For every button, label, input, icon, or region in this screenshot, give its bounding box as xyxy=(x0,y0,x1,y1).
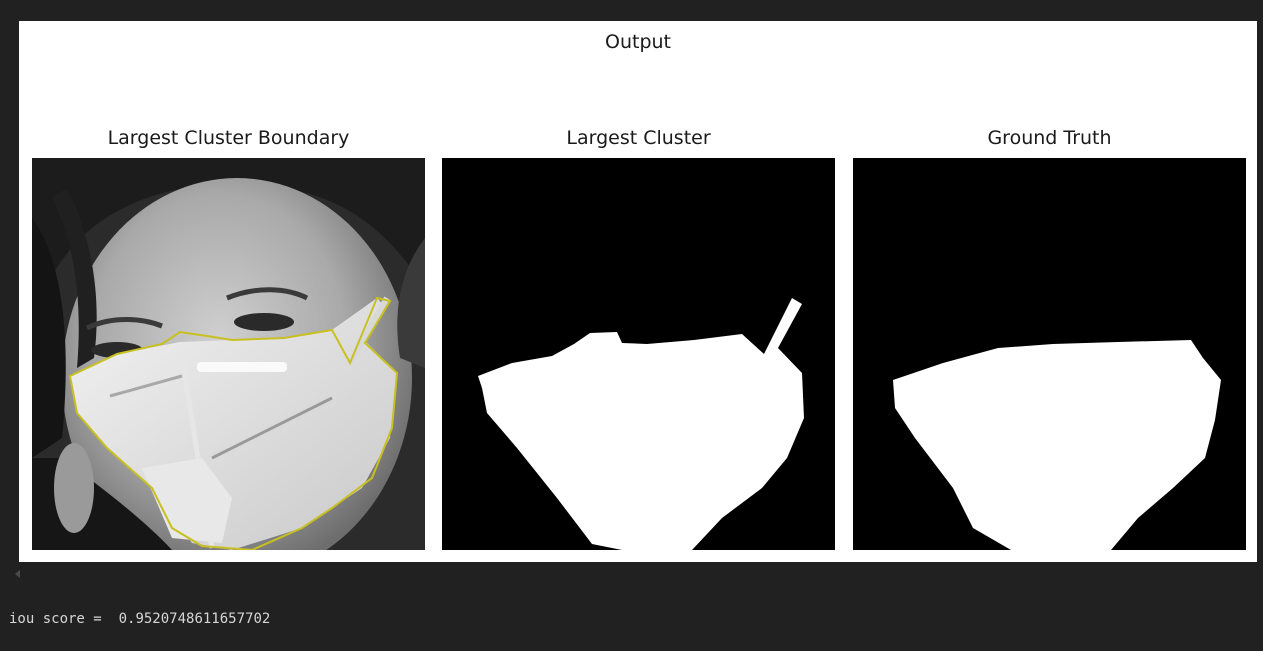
ground-truth-image xyxy=(853,158,1246,550)
panel-title-ground-truth: Ground Truth xyxy=(987,127,1112,149)
iou-score-output: iou score = 0.9520748611657702 xyxy=(9,611,270,627)
scroll-left-marker[interactable] xyxy=(15,570,20,578)
iou-value: 0.9520748611657702 xyxy=(118,611,271,627)
output-figure-area: Output Largest Cluster Boundary xyxy=(19,21,1257,562)
panel-title-boundary: Largest Cluster Boundary xyxy=(107,127,350,149)
panel-title-largest-cluster: Largest Cluster xyxy=(566,127,711,149)
iou-label: iou score = xyxy=(9,611,111,627)
largest-cluster-boundary-image xyxy=(32,158,425,550)
largest-cluster-image xyxy=(442,158,835,550)
figure-title: Output xyxy=(605,31,671,53)
